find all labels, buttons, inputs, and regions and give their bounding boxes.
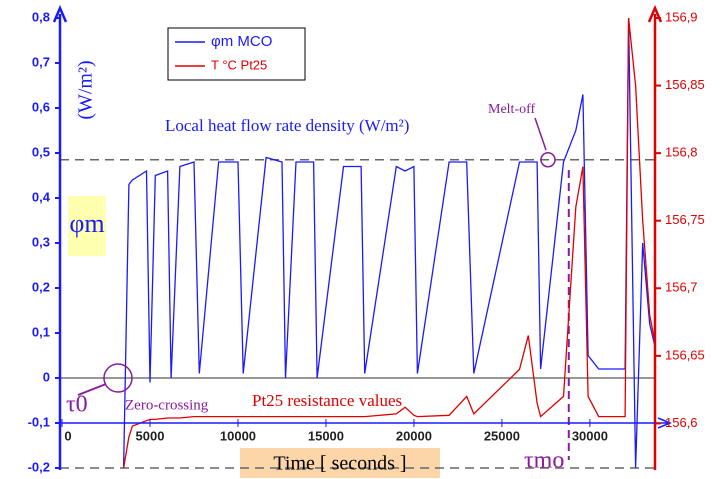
y2-tick-label: 156,8	[665, 145, 698, 160]
melt-off-arrow	[534, 117, 547, 151]
legend	[167, 27, 306, 81]
x-tick-label: 30000	[572, 428, 608, 443]
annotation: τ0	[66, 392, 88, 418]
annotation: Pt25 resistance values	[252, 391, 402, 410]
annotation: Melt-off	[488, 102, 536, 117]
y-label: φm	[69, 209, 104, 238]
legend-label: φm MCO	[211, 33, 272, 50]
x-axis-arrow	[657, 417, 672, 429]
y-tick-label: 0,4	[32, 189, 51, 204]
x-tick-label: 20000	[396, 428, 432, 443]
y-tick-label: 0,3	[32, 234, 50, 249]
plot-area	[122, 18, 655, 468]
x-label: Time [ seconds ]	[273, 453, 406, 475]
melt-off-marker	[540, 152, 556, 168]
y2-tick-label: 156,6	[665, 415, 698, 430]
y-tick-label: 0,2	[32, 279, 50, 294]
y-tick-label: 0,6	[32, 99, 50, 114]
y-tick-label: 0	[43, 369, 50, 384]
annotation: τmo	[524, 448, 564, 474]
y-tick-label: 0,8	[32, 9, 50, 24]
y2-tick-label: 156,9	[665, 9, 698, 24]
y2-tick-label: 156,75	[665, 212, 705, 227]
zero-arrow	[77, 383, 107, 396]
x-tick-label: 25000	[484, 428, 520, 443]
zero-crossing-marker	[103, 363, 133, 393]
y-tick-label: 0,1	[32, 324, 50, 339]
x-tick-label: 15000	[308, 428, 344, 443]
y2-tick-label: 156,85	[665, 77, 705, 92]
annotation: Local heat flow rate density (W/m²)	[165, 116, 409, 135]
y2-tick-label: 156,65	[665, 347, 705, 362]
x-tick-label: 10000	[220, 428, 256, 443]
annotation: Zero-crossing	[125, 397, 209, 413]
x-tick-label: 5000	[136, 428, 165, 443]
y-tick-label: 0,7	[32, 54, 50, 69]
y-tick-label: -0,1	[28, 414, 50, 429]
x-tick-label: 0	[64, 428, 71, 443]
y-unit: (W/m²)	[75, 60, 97, 119]
x-label-box	[240, 448, 440, 478]
series-line	[122, 18, 655, 468]
y-label-box	[68, 196, 106, 256]
legend-label: T °C Pt25	[211, 57, 267, 72]
y-tick-label: -0,2	[28, 459, 50, 474]
y2-tick-label: 156,7	[665, 280, 698, 295]
series-line	[122, 18, 655, 468]
y-tick-label: 0,5	[32, 144, 50, 159]
